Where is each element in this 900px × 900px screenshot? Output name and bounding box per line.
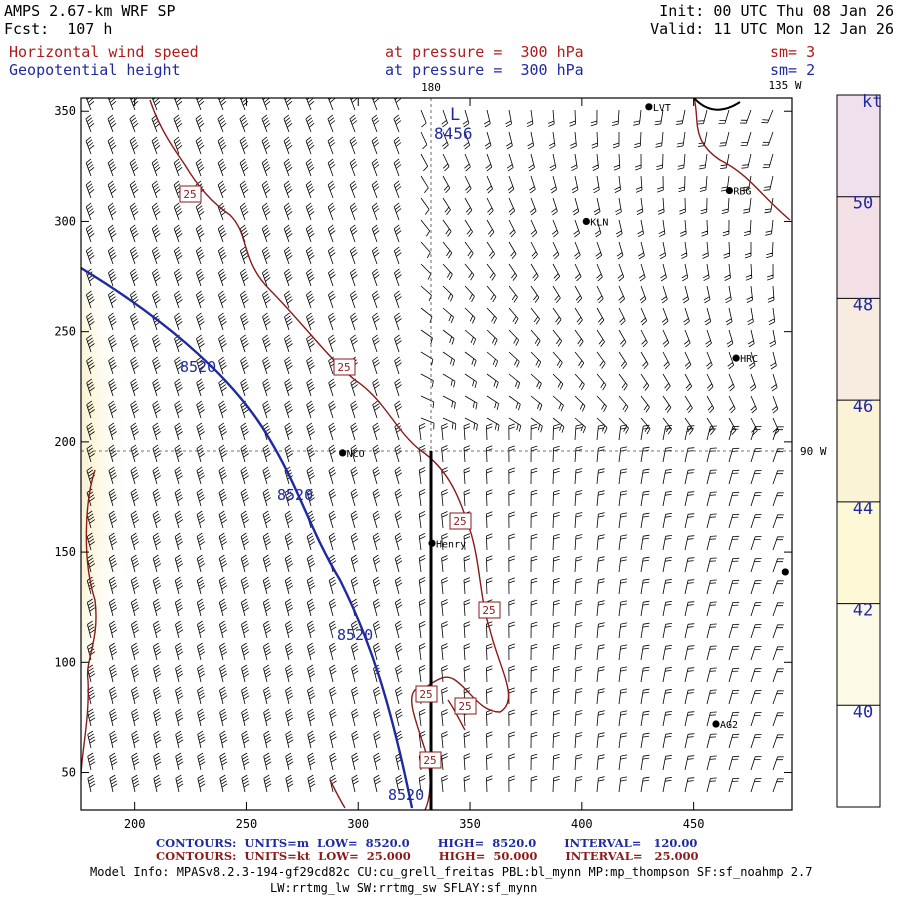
station-label: NCO bbox=[347, 449, 365, 460]
x-axis: 200 250 300 350 400 450 bbox=[124, 98, 705, 831]
speed-contour-south bbox=[329, 779, 346, 809]
wind-barbs bbox=[85, 98, 784, 793]
field2-level: at pressure = 300 hPa bbox=[385, 61, 584, 79]
y-tick-label: 50 bbox=[62, 766, 76, 780]
contour-info-height: CONTOURS: UNITS=m LOW= 8520.0 HIGH= 8520… bbox=[156, 836, 698, 850]
colorbar-segment bbox=[837, 196, 880, 299]
svg-text:25: 25 bbox=[419, 688, 432, 701]
lon-label-180: 180 bbox=[421, 81, 441, 94]
model-info-physics: LW:rrtmg_lw SW:rrtmg_sw SFLAY:sf_mynn bbox=[270, 881, 538, 895]
speed-contour-label: 25 bbox=[179, 185, 202, 203]
field1-level: at pressure = 300 hPa bbox=[385, 43, 584, 61]
colorbar-segment bbox=[837, 400, 880, 502]
height-contour-label: 8520 bbox=[277, 486, 313, 504]
station-label: LVT bbox=[653, 103, 671, 114]
colorbar-segment bbox=[837, 603, 880, 706]
height-contour bbox=[81, 266, 414, 809]
station-dot bbox=[732, 354, 740, 362]
colorbar-label: 40 bbox=[853, 702, 873, 722]
speed-contour-label: 25 bbox=[454, 697, 477, 715]
station-label: RBG bbox=[733, 187, 751, 198]
station-label: HRC bbox=[740, 354, 758, 365]
low-pressure-value: 8456 bbox=[434, 124, 473, 143]
field1-name: Horizontal wind speed bbox=[9, 43, 199, 61]
svg-text:25: 25 bbox=[482, 604, 495, 617]
forecast-hour: Fcst: 107 h bbox=[4, 20, 113, 38]
speed-contour-east bbox=[693, 98, 791, 221]
svg-text:25: 25 bbox=[453, 515, 466, 528]
x-tick-label: 400 bbox=[571, 817, 593, 831]
height-contour-label: 8520 bbox=[180, 358, 216, 376]
model-info: Model Info: MPASv8.2.3-194-gf29cd82c CU:… bbox=[90, 865, 813, 879]
field1-smoothing: sm= 3 bbox=[770, 43, 816, 61]
svg-text:25: 25 bbox=[423, 754, 436, 767]
x-tick-label: 200 bbox=[124, 817, 146, 831]
speed-contour-label: 25 bbox=[333, 358, 356, 376]
station-label: KLN bbox=[590, 217, 608, 228]
speed-contour-label: 25 bbox=[478, 601, 501, 619]
field2-smoothing: sm= 2 bbox=[770, 61, 816, 79]
speed-contour-label: 25 bbox=[415, 685, 438, 703]
station-dot bbox=[712, 720, 720, 728]
lon-label-90w: 90 W bbox=[800, 445, 827, 458]
station-markers: LVT RBG KLN HRC NCO Henry AG2 bbox=[338, 103, 789, 731]
init-time: Init: 00 UTC Thu 08 Jan 26 bbox=[659, 2, 894, 20]
height-contour-label: 8520 bbox=[388, 786, 424, 804]
station-dot bbox=[725, 186, 733, 195]
svg-text:25: 25 bbox=[337, 361, 350, 374]
field2-name: Geopotential height bbox=[9, 61, 181, 79]
colorbar-label: 46 bbox=[853, 397, 873, 417]
colorbar-segment bbox=[837, 501, 880, 604]
y-axis: 50 100 150 200 250 300 350 bbox=[54, 104, 792, 780]
colorbar-unit: kt bbox=[862, 92, 882, 112]
colorbar-segment bbox=[837, 705, 880, 807]
colorbar-label: 42 bbox=[853, 601, 873, 621]
svg-text:25: 25 bbox=[183, 188, 196, 201]
x-tick-label: 250 bbox=[236, 817, 258, 831]
y-tick-label: 100 bbox=[54, 655, 76, 669]
coastline bbox=[693, 98, 741, 111]
colorbar: 50 48 46 44 42 40 bbox=[836, 94, 881, 808]
x-tick-label: 450 bbox=[683, 817, 705, 831]
contour-info-speed: CONTOURS: UNITS=kt LOW= 25.000 HIGH= 50.… bbox=[156, 849, 699, 863]
station-dot bbox=[582, 217, 590, 226]
wind-speed-shading bbox=[81, 270, 143, 670]
x-tick-label: 300 bbox=[347, 817, 369, 831]
station-label: Henry bbox=[436, 539, 466, 550]
station-dot bbox=[645, 103, 653, 111]
colorbar-label: 50 bbox=[853, 194, 873, 214]
colorbar-label: 44 bbox=[853, 499, 873, 519]
colorbar-label: 48 bbox=[853, 295, 873, 315]
x-tick-label: 350 bbox=[459, 817, 481, 831]
valid-time: Valid: 11 UTC Mon 12 Jan 26 bbox=[650, 20, 894, 38]
low-pressure-letter: L bbox=[450, 105, 460, 125]
station-dot bbox=[428, 539, 436, 547]
y-tick-label: 250 bbox=[54, 325, 76, 339]
model-title: AMPS 2.67-km WRF SP bbox=[4, 2, 176, 20]
y-tick-label: 200 bbox=[54, 435, 76, 449]
speed-contour-west bbox=[81, 469, 97, 780]
speed-contour-label: 25 bbox=[449, 512, 472, 530]
station-dot bbox=[338, 449, 347, 457]
station-dot bbox=[781, 568, 789, 576]
y-tick-label: 350 bbox=[54, 104, 76, 118]
speed-contour-small bbox=[447, 699, 466, 731]
speed-contour-label: 25 bbox=[419, 751, 442, 769]
height-contour-label: 8520 bbox=[337, 626, 373, 644]
colorbar-segment bbox=[837, 298, 880, 401]
station-label: AG2 bbox=[720, 720, 738, 731]
colorbar-segment bbox=[837, 95, 880, 197]
svg-text:25: 25 bbox=[458, 700, 471, 713]
y-tick-label: 300 bbox=[54, 214, 76, 228]
lon-label-135w: 135 W bbox=[768, 79, 801, 92]
y-tick-label: 150 bbox=[54, 545, 76, 559]
plot-frame bbox=[80, 97, 793, 811]
